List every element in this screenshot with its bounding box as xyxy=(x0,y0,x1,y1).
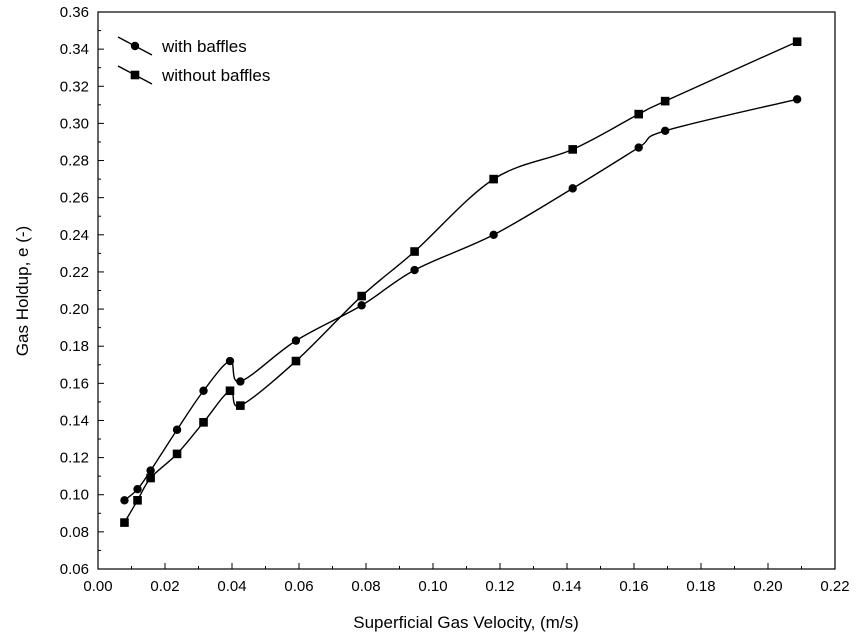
data-point xyxy=(634,109,643,119)
data-point xyxy=(199,418,208,427)
data-point xyxy=(172,425,182,434)
data-point xyxy=(291,336,301,345)
data-point xyxy=(792,95,802,104)
data-point xyxy=(489,174,498,184)
y-tick-label: 0.24 xyxy=(60,227,89,244)
x-tick-label: 0.12 xyxy=(485,578,514,595)
legend-label: without baffles xyxy=(161,66,270,85)
data-point xyxy=(489,230,498,239)
legend-marker xyxy=(130,70,140,80)
x-tick-label: 0.18 xyxy=(686,578,715,595)
x-tick-label: 0.08 xyxy=(351,578,380,595)
data-point xyxy=(568,145,577,154)
y-tick-label: 0.34 xyxy=(60,41,89,58)
data-point xyxy=(146,473,155,483)
x-axis: 0.00 0.02 0.04 0.06 0.08 0.10 0.12 0.14 0.16 0.18… xyxy=(83,563,850,595)
series-line xyxy=(124,98,798,501)
y-tick-label: 0.06 xyxy=(60,561,89,578)
y-axis: 0.06 0.08 0.10 0.12 0.14 0.16 0.18 0.20 0.22 0.24… xyxy=(60,4,104,578)
y-tick-label: 0.10 xyxy=(60,487,89,504)
data-point xyxy=(357,291,366,301)
data-point xyxy=(410,247,419,256)
data-point xyxy=(146,466,155,475)
y-tick-label: 0.08 xyxy=(60,524,89,541)
x-tick-label: 0.02 xyxy=(150,578,179,595)
data-point xyxy=(120,518,129,527)
data-point xyxy=(236,401,245,410)
data-point xyxy=(133,496,142,505)
x-tick-label: 0.22 xyxy=(820,578,849,595)
data-point xyxy=(634,143,643,152)
x-axis-title: Superficial Gas Velocity, (m/s) xyxy=(353,613,578,632)
y-tick-label: 0.16 xyxy=(60,375,89,392)
y-tick-label: 0.28 xyxy=(60,153,89,170)
x-tick-label: 0.16 xyxy=(619,578,648,595)
legend-item: with baffles xyxy=(117,36,247,56)
y-tick-label: 0.18 xyxy=(60,338,89,355)
y-tick-label: 0.12 xyxy=(60,450,89,467)
legend-item: without baffles xyxy=(117,65,270,85)
series-0 xyxy=(120,95,802,505)
x-tick-label: 0.10 xyxy=(418,578,447,595)
data-point xyxy=(792,37,802,47)
data-point xyxy=(660,96,670,106)
legend: with baffles without baffles xyxy=(117,36,270,85)
data-point xyxy=(291,356,301,366)
legend-marker xyxy=(130,41,140,51)
data-point xyxy=(660,126,670,136)
x-tick-label: 0.04 xyxy=(217,578,246,595)
data-point xyxy=(225,356,235,366)
series-1 xyxy=(120,37,802,527)
data-point xyxy=(133,484,142,494)
data-point xyxy=(225,386,235,396)
x-tick-label: 0.06 xyxy=(284,578,313,595)
data-point xyxy=(568,184,577,193)
series-layer xyxy=(120,37,802,527)
data-point xyxy=(120,496,129,505)
y-tick-label: 0.20 xyxy=(60,301,89,318)
legend-label: with baffles xyxy=(161,37,247,56)
x-tick-label: 0.20 xyxy=(753,578,782,595)
data-point xyxy=(236,377,245,386)
data-point xyxy=(199,386,208,395)
y-tick-label: 0.32 xyxy=(60,78,89,95)
y-axis-title: Gas Holdup, e (-) xyxy=(13,226,32,356)
x-tick-label: 0.00 xyxy=(83,578,112,595)
plot-frame xyxy=(97,11,836,570)
y-tick-label: 0.36 xyxy=(60,4,89,21)
y-tick-label: 0.26 xyxy=(60,190,89,207)
series-line xyxy=(123,41,798,523)
y-tick-label: 0.30 xyxy=(60,115,89,132)
data-point xyxy=(410,265,419,275)
x-tick-label: 0.14 xyxy=(552,578,581,595)
data-point xyxy=(357,301,366,310)
data-point xyxy=(172,449,182,459)
y-tick-label: 0.22 xyxy=(60,264,89,281)
y-tick-label: 0.14 xyxy=(60,412,89,429)
